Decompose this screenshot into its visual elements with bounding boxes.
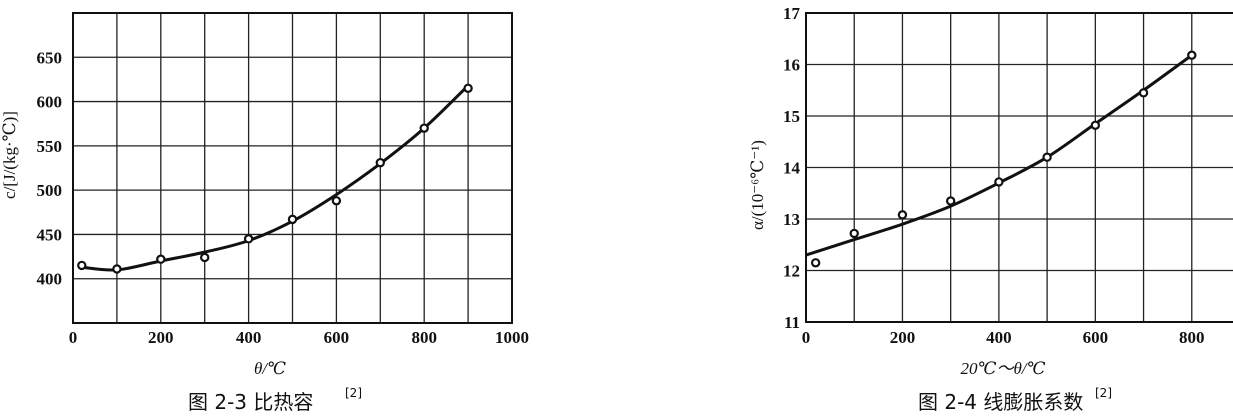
y-tick-label: 400 <box>37 270 63 289</box>
y-tick-label: 13 <box>783 210 800 229</box>
data-point <box>849 228 859 239</box>
grid-lines <box>806 13 1233 322</box>
data-point <box>810 258 821 268</box>
data-point <box>199 252 210 263</box>
x-tick-label: 1000 <box>495 328 529 347</box>
x-tick-label: 400 <box>236 328 262 347</box>
data-point <box>331 196 342 206</box>
data-point <box>112 264 122 274</box>
x-axis-label: 20℃～θ/℃ <box>960 359 1045 378</box>
data-point <box>463 83 473 93</box>
y-axis-label: α/(10⁻⁶℃⁻¹) <box>748 140 767 230</box>
grid-lines <box>73 13 512 323</box>
x-tick-label: 600 <box>1083 328 1109 347</box>
data-point <box>77 260 87 271</box>
x-tick-label: 0 <box>69 328 78 347</box>
y-tick-label: 550 <box>37 137 63 156</box>
y-tick-label: 11 <box>784 313 800 332</box>
data-point <box>419 123 429 133</box>
y-tick-label: 500 <box>37 181 63 200</box>
data-point <box>1138 88 1149 98</box>
y-tick-label: 450 <box>37 225 63 244</box>
data-point <box>897 210 908 220</box>
x-tick-label: 0 <box>802 328 811 347</box>
data-point <box>375 157 385 168</box>
specific-heat-chart: 0 200 400 600 800 1000 400 450 500 550 600 650 θ/℃ c/… <box>0 12 529 414</box>
plot-frame <box>72 12 513 324</box>
data-point <box>994 177 1004 187</box>
fit-curve <box>81 84 470 272</box>
data-point <box>243 234 254 244</box>
plot-frame <box>805 12 1233 323</box>
data-point <box>287 214 298 225</box>
figure-caption: 图 2-4 线膨胀系数 <box>918 390 1083 414</box>
data-point <box>156 254 166 264</box>
data-point <box>1187 50 1197 60</box>
caption-reference: [2] <box>345 386 362 400</box>
x-tick-label: 200 <box>890 328 916 347</box>
y-tick-label: 12 <box>783 262 800 281</box>
y-tick-label: 16 <box>783 56 800 75</box>
data-point <box>1090 120 1101 130</box>
caption-reference: [2] <box>1095 386 1112 400</box>
y-tick-label: 600 <box>37 93 63 112</box>
x-tick-label: 800 <box>1179 328 1205 347</box>
thermal-expansion-chart: 0 200 400 600 800 11 12 13 14 15 16 17 20℃～θ/℃ α/(10⁻… <box>748 4 1233 414</box>
figure-caption: 图 2-3 比热容 <box>188 390 313 414</box>
y-tick-label: 650 <box>37 48 63 67</box>
x-tick-label: 400 <box>986 328 1012 347</box>
x-tick-label: 600 <box>324 328 350 347</box>
y-axis-label: c/[J/(kg·℃)] <box>0 111 19 199</box>
data-point <box>945 196 956 206</box>
y-tick-label: 17 <box>783 4 801 23</box>
y-tick-label: 15 <box>783 107 800 126</box>
x-tick-label: 800 <box>411 328 437 347</box>
y-tick-label: 14 <box>783 159 801 178</box>
x-axis-label: θ/℃ <box>254 359 286 378</box>
x-tick-label: 200 <box>148 328 174 347</box>
data-point <box>1042 152 1052 162</box>
